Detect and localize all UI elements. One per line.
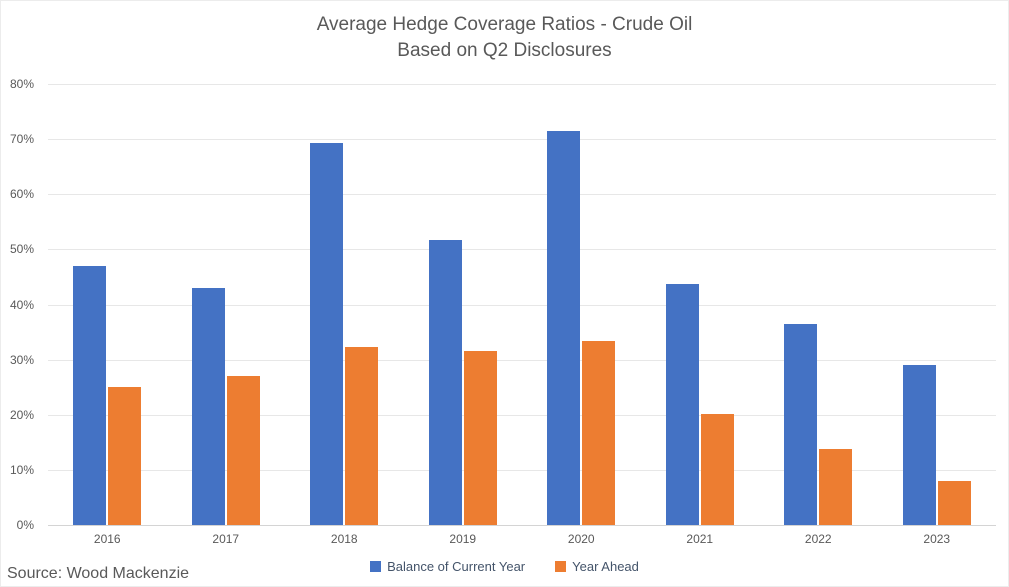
- bar-balance-of-current-year-2020: [547, 131, 581, 525]
- bar-balance-of-current-year-2023: [902, 365, 936, 525]
- x-tick-label-2022: 2022: [804, 532, 832, 546]
- bar-group-2021: [641, 84, 760, 525]
- legend-item-balance-of-current-year: Balance of Current Year: [370, 559, 525, 574]
- x-tick-label-2017: 2017: [212, 532, 240, 546]
- legend-label: Balance of Current Year: [387, 559, 526, 574]
- x-tick-label-2016: 2016: [93, 532, 121, 546]
- bar-balance-of-current-year-2017: [191, 287, 225, 525]
- bar-balance-of-current-year-2022: [784, 323, 818, 525]
- x-tick-label-2020: 2020: [567, 532, 595, 546]
- y-tick-label-80: 80%: [9, 77, 34, 91]
- y-tick-label-60: 60%: [9, 187, 34, 202]
- bar-group-2018: [285, 84, 404, 525]
- bar-year-ahead-2023: [937, 480, 971, 525]
- bar-year-ahead-2019: [463, 350, 497, 525]
- chart-title-line-1: Average Hedge Coverage Ratios - Crude Oi…: [316, 14, 693, 35]
- gridline-50: [48, 249, 996, 251]
- legend-swatch-icon: [555, 561, 567, 572]
- y-tick-label-70: 70%: [9, 132, 34, 147]
- bar-year-ahead-2022: [819, 448, 853, 525]
- bar-balance-of-current-year-2019: [428, 240, 462, 525]
- bar-group-2020: [522, 84, 641, 525]
- y-tick-label-10: 10%: [9, 462, 34, 477]
- bar-group-2016: [48, 84, 167, 525]
- source-note: Source: Wood Mackenzie: [7, 565, 190, 582]
- y-tick-label-30: 30%: [9, 352, 34, 367]
- bar-group-2017: [167, 84, 286, 525]
- bar-group-2023: [878, 84, 997, 525]
- gridline-40: [48, 304, 996, 306]
- bar-year-ahead-2017: [226, 376, 260, 525]
- gridline-60: [48, 194, 996, 196]
- bar-group-2022: [759, 84, 878, 525]
- y-tick-label-0: 0%: [16, 518, 34, 532]
- gridline-70: [48, 139, 996, 141]
- gridline-20: [48, 414, 996, 416]
- legend-label: Year Ahead: [572, 559, 639, 574]
- legend-item-year-ahead: Year Ahead: [555, 559, 639, 574]
- bar-year-ahead-2018: [345, 346, 379, 525]
- gridline-80: [48, 84, 996, 85]
- x-axis-labels: 2016 2017 2018 2019 2020 2021 2022 2023: [48, 532, 996, 546]
- bar-balance-of-current-year-2018: [310, 142, 344, 525]
- x-tick-label-2018: 2018: [330, 532, 358, 546]
- gridline-30: [48, 359, 996, 361]
- gridlines: [48, 84, 996, 526]
- gridline-10: [48, 469, 996, 471]
- legend: Balance of Current Year Year Ahead: [1, 559, 1008, 574]
- bar-group-2019: [404, 84, 523, 525]
- bar-groups: [48, 84, 996, 525]
- bar-balance-of-current-year-2016: [73, 265, 107, 525]
- bar-year-ahead-2020: [582, 340, 616, 525]
- x-tick-label-2023: 2023: [923, 532, 951, 546]
- chart-title-line-2: Based on Q2 Disclosures: [397, 40, 612, 61]
- chart-title: Average Hedge Coverage Ratios - Crude Oi…: [1, 12, 1008, 64]
- bar-year-ahead-2021: [700, 413, 734, 525]
- y-tick-label-50: 50%: [9, 242, 34, 257]
- bar-balance-of-current-year-2021: [665, 283, 699, 525]
- bar-year-ahead-2016: [108, 387, 142, 525]
- x-tick-label-2019: 2019: [449, 532, 477, 546]
- legend-swatch-icon: [370, 561, 382, 572]
- plot-area: [48, 84, 996, 526]
- y-tick-label-40: 40%: [9, 297, 34, 312]
- y-tick-label-20: 20%: [9, 407, 34, 422]
- x-tick-label-2021: 2021: [686, 532, 714, 546]
- y-axis-labels: 0% 10% 20% 30% 40% 50% 60% 70% 80%: [1, 77, 41, 532]
- gridline-0: [48, 525, 996, 526]
